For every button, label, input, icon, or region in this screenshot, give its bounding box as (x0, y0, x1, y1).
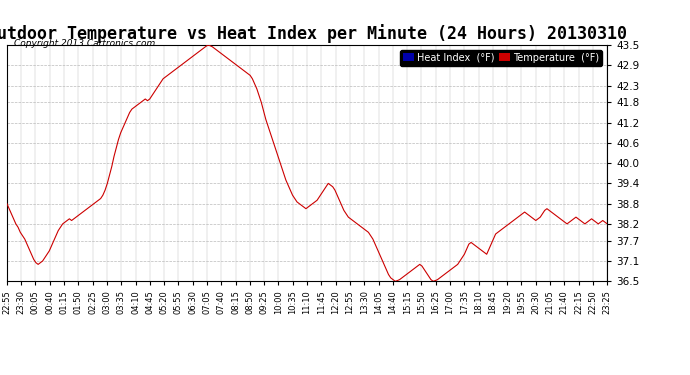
Title: Outdoor Temperature vs Heat Index per Minute (24 Hours) 20130310: Outdoor Temperature vs Heat Index per Mi… (0, 24, 627, 44)
Text: Copyright 2013 Cartronics.com: Copyright 2013 Cartronics.com (14, 39, 155, 48)
Legend: Heat Index  (°F), Temperature  (°F): Heat Index (°F), Temperature (°F) (400, 50, 602, 66)
